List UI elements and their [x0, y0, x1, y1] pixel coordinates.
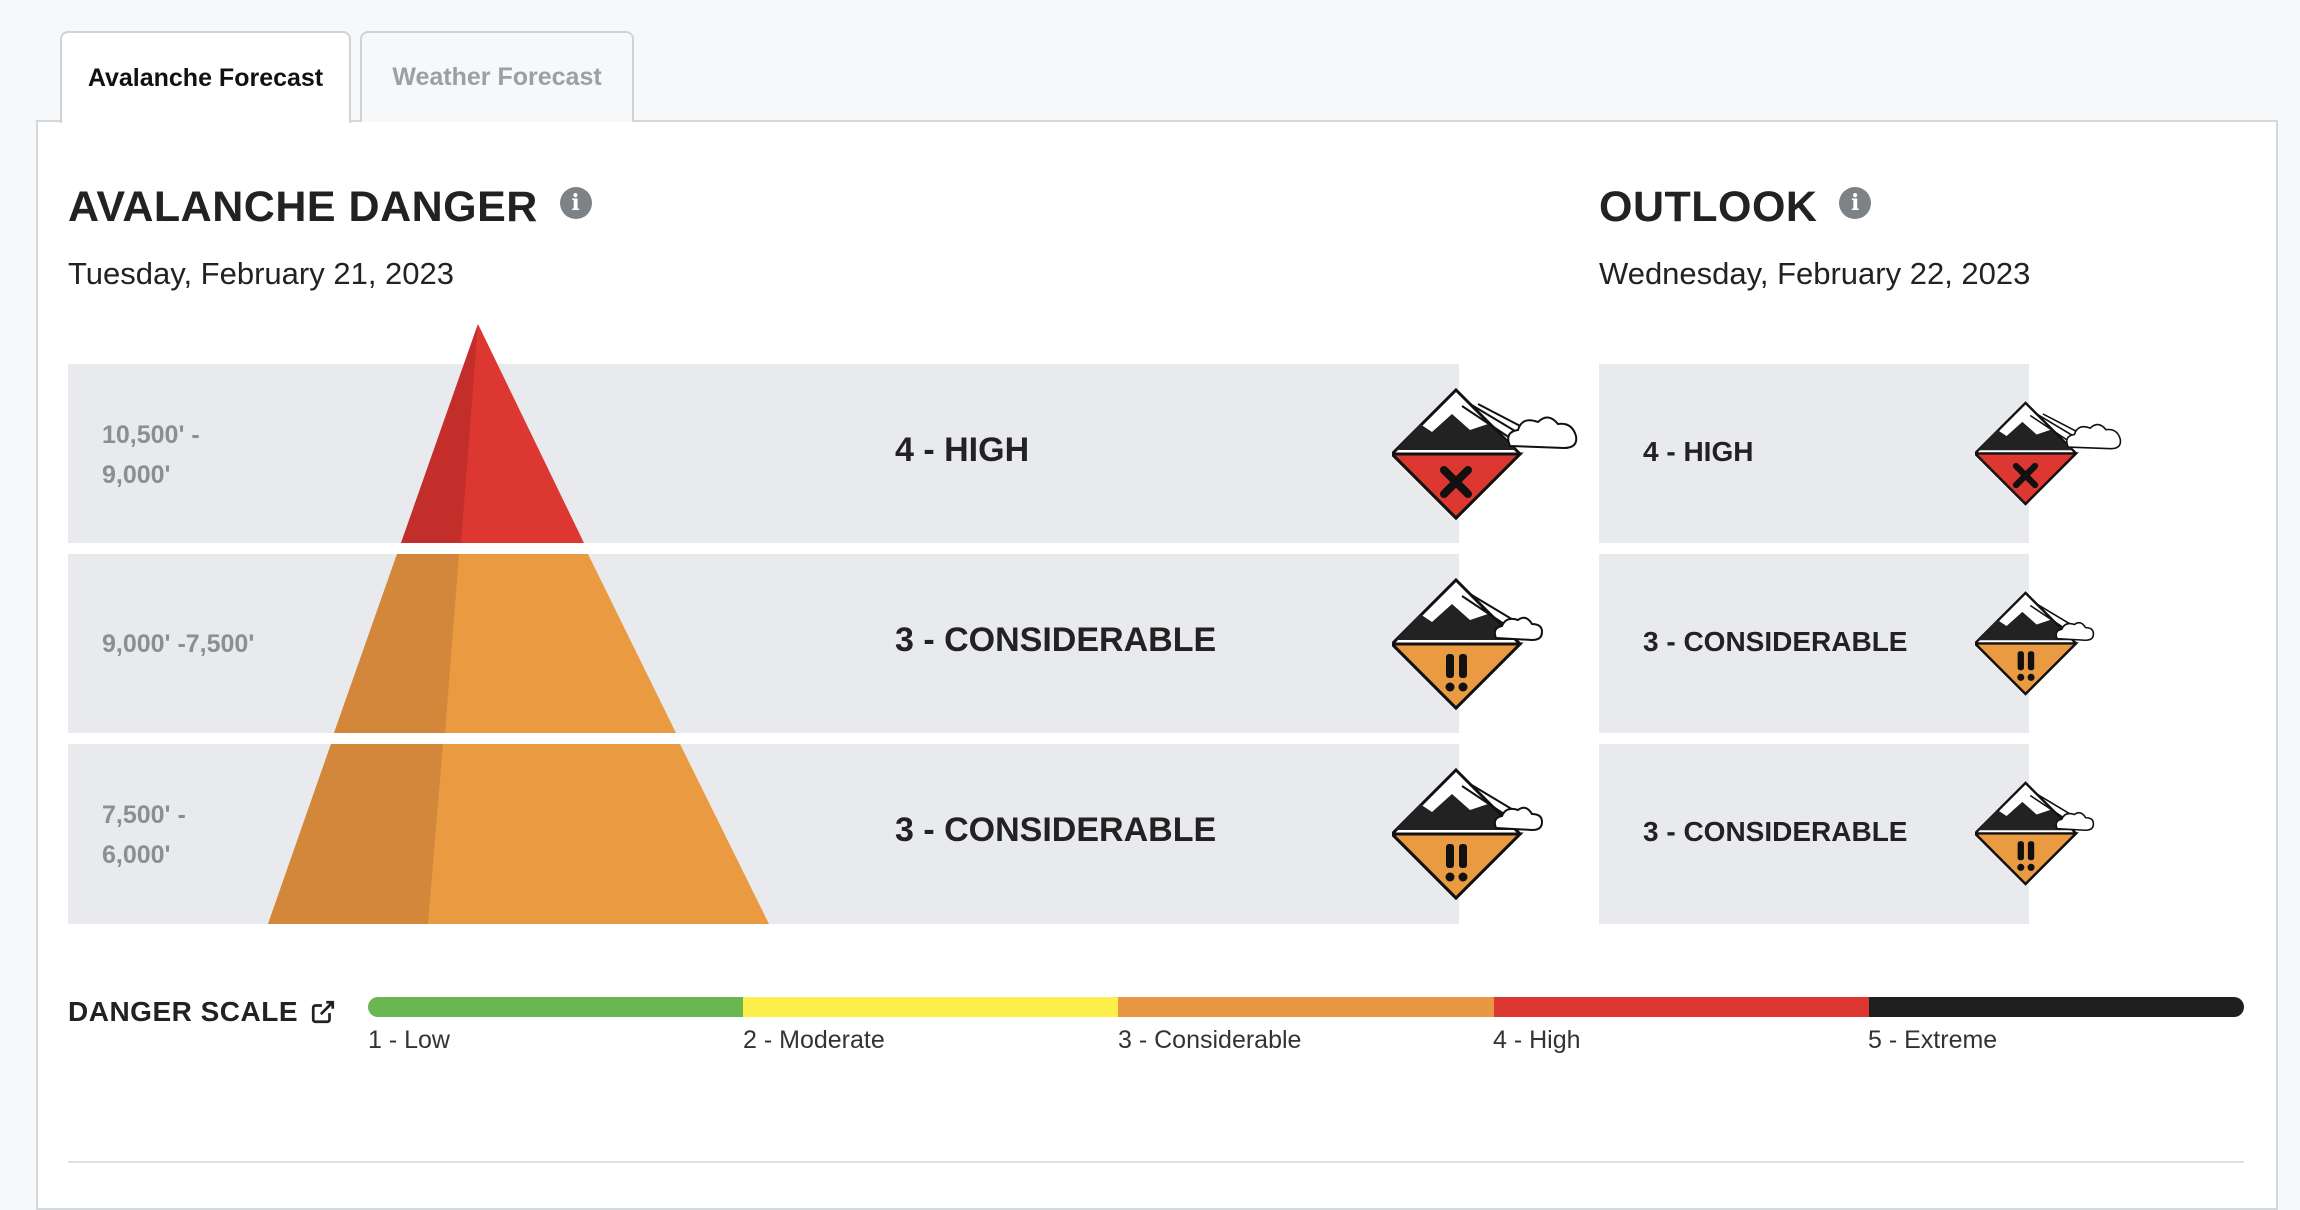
scale-label-extreme: 5 - Extreme	[1868, 1026, 1998, 1054]
considerable-danger-icon	[1392, 577, 1544, 711]
danger-level-lower: 3 - CONSIDERABLE	[895, 811, 1217, 849]
considerable-danger-icon	[1392, 767, 1544, 901]
scale-label-high: 4 - High	[1493, 1026, 1581, 1054]
avalanche-danger-heading: AVALANCHE DANGER i	[68, 183, 592, 232]
danger-scale-link[interactable]: DANGER SCALE	[68, 996, 336, 1028]
scale-label-low: 1 - Low	[368, 1026, 450, 1054]
tab-weather-forecast[interactable]: Weather Forecast	[360, 31, 634, 122]
scale-label-moderate: 2 - Moderate	[743, 1026, 885, 1054]
considerable-danger-icon	[1975, 591, 2095, 696]
avalanche-danger-title: AVALANCHE DANGER	[68, 183, 538, 231]
outlook-row-lower	[1599, 744, 2029, 924]
elevation-label-middle: 9,000' -7,500'	[102, 630, 255, 658]
info-icon[interactable]: i	[559, 186, 592, 219]
high-danger-icon	[1975, 401, 2122, 506]
tab-avalanche-forecast[interactable]: Avalanche Forecast	[60, 31, 351, 123]
outlook-date: Wednesday, February 22, 2023	[1599, 256, 2031, 291]
scale-label-considerable: 3 - Considerable	[1118, 1026, 1302, 1054]
elevation-label-upper: 10,500' - 9,000'	[102, 421, 200, 489]
elevation-label-lower: 7,500' - 6,000'	[102, 801, 186, 869]
danger-row-middle	[68, 554, 1459, 733]
outlook-row-middle	[1599, 554, 2029, 733]
external-link-icon	[311, 1000, 335, 1024]
section-divider	[68, 1161, 2244, 1163]
outlook-row-upper	[1599, 364, 2029, 543]
outlook-level-middle: 3 - CONSIDERABLE	[1643, 626, 1908, 657]
danger-scale-bar	[368, 997, 2244, 1017]
scale-segment-high	[1493, 997, 1869, 1017]
danger-row-upper	[68, 364, 1459, 543]
outlook-title: OUTLOOK	[1599, 183, 1818, 231]
danger-level-upper: 4 - HIGH	[895, 431, 1030, 469]
high-danger-icon	[1392, 387, 1578, 521]
tab-bar: Avalanche Forecast Weather Forecast	[60, 31, 634, 123]
considerable-danger-icon	[1975, 781, 2095, 886]
danger-scale-title: DANGER SCALE	[68, 996, 299, 1027]
scale-segment-low	[368, 997, 744, 1017]
scale-segment-moderate	[743, 997, 1119, 1017]
outlook-heading: OUTLOOK i	[1599, 183, 1872, 232]
danger-row-lower	[68, 744, 1459, 924]
outlook-level-upper: 4 - HIGH	[1643, 436, 1754, 467]
danger-level-middle: 3 - CONSIDERABLE	[895, 621, 1217, 659]
danger-date: Tuesday, February 21, 2023	[68, 256, 455, 291]
scale-segment-considerable	[1118, 997, 1494, 1017]
scale-segment-extreme	[1868, 997, 2244, 1017]
info-icon[interactable]: i	[1839, 186, 1872, 219]
outlook-level-lower: 3 - CONSIDERABLE	[1643, 816, 1908, 847]
